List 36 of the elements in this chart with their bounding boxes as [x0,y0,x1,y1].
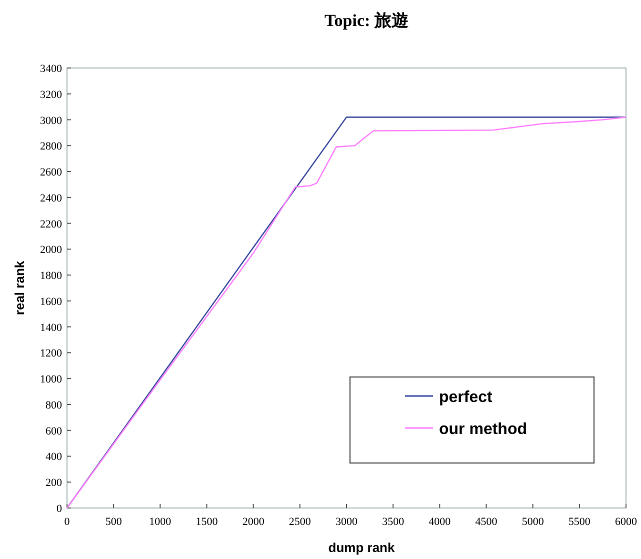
x-tick-label: 3000 [336,516,358,528]
x-tick-label: 500 [105,516,122,528]
x-tick-label: 4500 [475,516,498,528]
x-tick-label: 5500 [568,516,591,528]
x-axis-title: dump rank [328,540,396,555]
y-tick-label: 1000 [40,374,62,386]
legend-label: our method [439,421,527,438]
x-tick-label: 0 [64,516,70,528]
x-tick-label: 5000 [522,516,544,528]
y-tick-label: 1400 [40,322,62,334]
x-tick-label: 2500 [288,516,312,528]
y-tick-label: 2800 [40,140,62,153]
chart-title: Topic: 旅遊 [324,11,410,30]
x-tick-label: 1500 [196,516,218,528]
y-axis-title: real rank [12,260,27,316]
x-tick-label: 1000 [149,516,172,528]
y-tick-label: 400 [46,451,62,464]
y-tick-label: 800 [46,399,62,412]
y-tick-label: 2200 [40,218,62,230]
y-tick-label: 1800 [40,270,62,282]
y-tick-label: 1600 [40,296,62,308]
x-tick-label: 6000 [615,516,638,528]
y-tick-label: 200 [46,477,62,490]
x-tick-label: 3500 [382,516,405,528]
y-tick-label: 3400 [40,63,62,75]
y-tick-label: 1200 [40,348,62,360]
x-tick-label: 4000 [428,516,452,528]
y-tick-label: 600 [46,425,62,438]
y-tick-label: 3000 [40,114,62,127]
y-tick-label: 0 [56,503,62,515]
x-tick-label: 2000 [242,516,265,528]
y-tick-label: 2600 [40,166,62,179]
legend-label: perfect [439,389,494,406]
y-tick-label: 2000 [40,244,62,256]
y-tick-label: 3200 [40,88,62,101]
y-tick-label: 2400 [40,192,62,204]
